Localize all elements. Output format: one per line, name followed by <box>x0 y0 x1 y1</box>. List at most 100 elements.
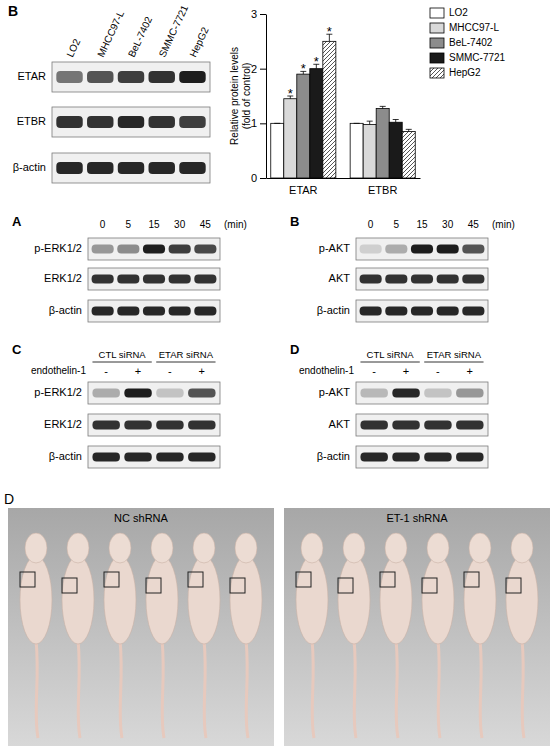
y-axis-line <box>266 15 267 179</box>
blot-band <box>188 389 215 398</box>
legend-label: HepG2 <box>449 67 481 78</box>
mouse-tail <box>354 640 356 738</box>
mouse-tail <box>396 640 398 738</box>
blot-band <box>169 275 191 284</box>
annotation: * <box>327 24 332 39</box>
blot-membrane <box>356 414 488 436</box>
panel-label: D <box>290 342 299 357</box>
group-underline <box>156 362 215 363</box>
bar <box>310 69 323 178</box>
blot-band <box>437 275 459 284</box>
time-label: 15 <box>416 219 428 230</box>
blot-membrane <box>356 382 488 404</box>
time-label: 5 <box>394 219 400 230</box>
row-label: ERK1/2 <box>44 272 82 284</box>
y-tick-label: 3 <box>251 8 257 20</box>
x-axis-line <box>267 178 421 179</box>
tumor-box <box>380 572 395 587</box>
bar <box>284 99 297 178</box>
time-course-panel: Bp-AKTAKTβ-actin05153045(min) <box>290 214 515 322</box>
bar <box>389 122 402 178</box>
blot-band <box>124 421 151 430</box>
tumor-box <box>104 572 119 587</box>
bar <box>271 123 284 178</box>
mouse-tail <box>312 640 314 738</box>
mouse-tail <box>120 640 122 738</box>
blot-band <box>194 307 216 316</box>
error-bar <box>354 123 360 124</box>
blot-band <box>117 275 139 284</box>
row-label: β-actin <box>317 304 350 316</box>
column-label: MHCC97-L <box>95 8 126 58</box>
treatment-label: endothelin-1 <box>31 365 86 376</box>
mouse-body <box>20 556 52 644</box>
legend-swatch <box>430 23 444 33</box>
row-label: AKT <box>329 272 351 284</box>
blot-band <box>194 245 216 254</box>
bar <box>402 132 415 178</box>
time-label: 5 <box>126 219 132 230</box>
tumor-box <box>188 572 203 587</box>
blot-membrane <box>356 300 488 322</box>
legend-label: SMMC-7721 <box>449 52 506 63</box>
time-unit: (min) <box>224 219 247 230</box>
blot-band <box>392 389 419 398</box>
mouse-body <box>296 556 328 644</box>
blot-band <box>437 245 459 254</box>
plot-area <box>271 34 415 178</box>
photo-background <box>284 508 550 746</box>
y-tick-mark <box>260 14 266 15</box>
blot-band <box>194 275 216 284</box>
time-label: 45 <box>200 219 212 230</box>
mouse-tail <box>480 640 482 738</box>
bar <box>376 109 389 178</box>
mouse-head <box>109 533 131 563</box>
photo: NC shRNA <box>8 508 274 746</box>
treatment-label: endothelin-1 <box>299 365 354 376</box>
blot-band <box>385 245 407 254</box>
row-label: β-actin <box>317 450 350 462</box>
blot-membrane <box>356 238 488 260</box>
mouse-body <box>188 556 220 644</box>
group-underline <box>360 362 419 363</box>
blot-band <box>118 162 144 174</box>
y-tick: 0 <box>251 172 266 184</box>
blot-band <box>360 453 387 462</box>
time-label: 45 <box>468 219 480 230</box>
time-course-panel: Ap-ERK1/2ERK1/2β-actin05153045(min) <box>12 214 247 322</box>
blot-membrane <box>88 268 220 290</box>
photo-panel: DNC shRNAET-1 shRNA <box>4 491 550 746</box>
mouse-head <box>193 533 215 563</box>
blot-band <box>169 307 191 316</box>
blot-band <box>92 307 114 316</box>
blot-band <box>87 71 113 83</box>
panel-label: D <box>4 491 14 507</box>
error-bar <box>406 129 412 131</box>
blot-band <box>462 307 484 316</box>
row-label: β-actin <box>49 304 82 316</box>
blot-band <box>360 307 382 316</box>
row-label: ERK1/2 <box>44 418 82 430</box>
blot-band <box>456 421 483 430</box>
blot-band <box>143 307 165 316</box>
mouse-body <box>230 556 262 644</box>
blot-band <box>149 116 175 128</box>
treatment-sign: + <box>199 365 205 377</box>
x-tick: ETBR <box>368 178 397 196</box>
panel-label: B <box>8 3 18 19</box>
mouse-body <box>506 556 538 644</box>
legend-swatch <box>430 68 444 78</box>
knockdown-panel: Dp-AKTAKTβ-actinCTL siRNAETAR siRNAendot… <box>290 342 488 468</box>
blot-membrane <box>88 238 220 260</box>
blot-band <box>360 245 382 254</box>
blot-band <box>92 245 114 254</box>
blot-band <box>56 71 82 83</box>
mouse-body <box>62 556 94 644</box>
blot-band <box>118 71 144 83</box>
mouse-tail <box>204 640 206 738</box>
blot-band <box>179 116 205 128</box>
photo-background <box>8 508 274 746</box>
y-tick: 3 <box>251 8 266 20</box>
treatment-sign: + <box>135 365 141 377</box>
blot-band <box>92 453 119 462</box>
